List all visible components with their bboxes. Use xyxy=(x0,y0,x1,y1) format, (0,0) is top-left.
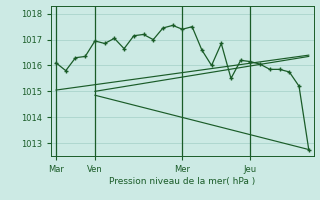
X-axis label: Pression niveau de la mer( hPa ): Pression niveau de la mer( hPa ) xyxy=(109,177,256,186)
